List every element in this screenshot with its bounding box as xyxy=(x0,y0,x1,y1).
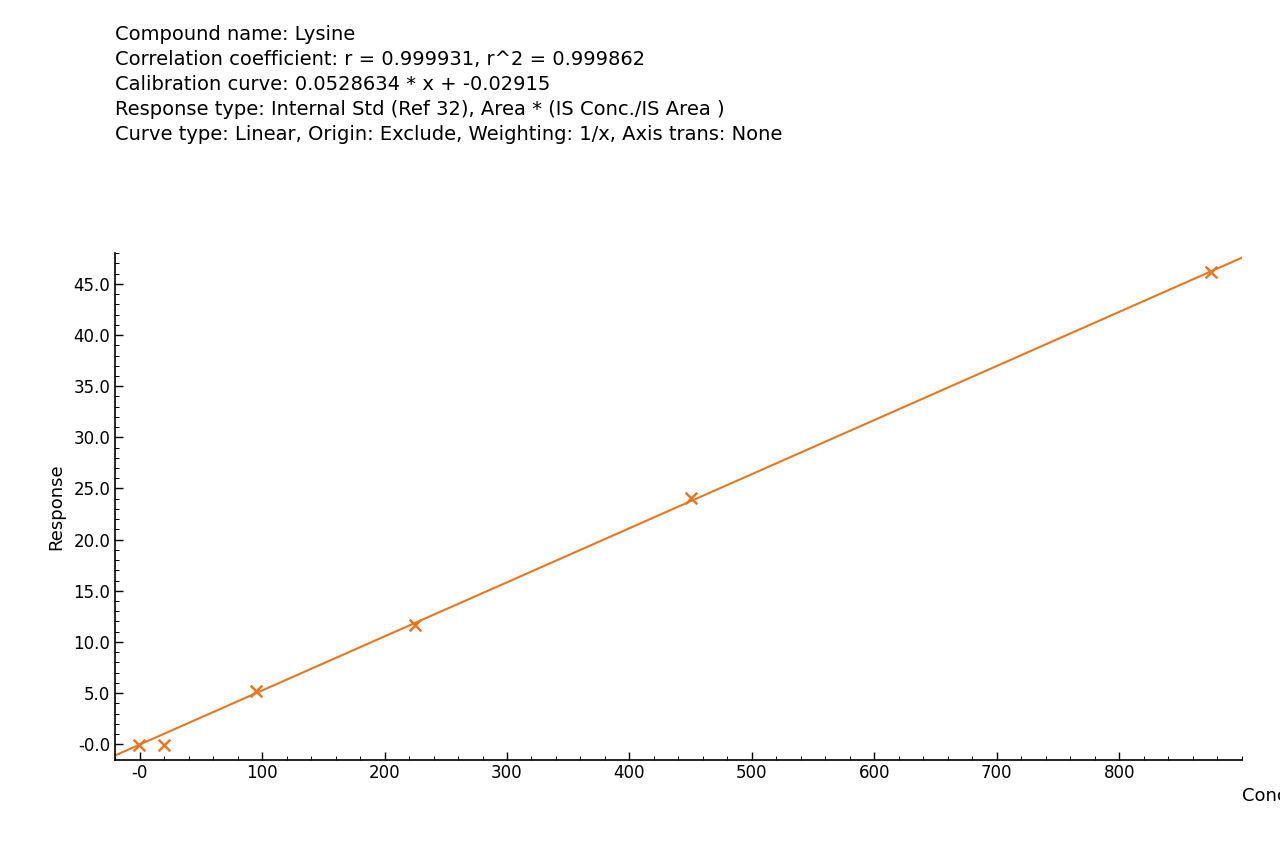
Y-axis label: Response: Response xyxy=(47,463,65,549)
Point xyxy=(246,684,266,698)
Point xyxy=(129,738,150,752)
Text: Conc: Conc xyxy=(1242,787,1280,805)
Point xyxy=(1201,265,1221,279)
Point xyxy=(681,491,701,505)
Point xyxy=(154,738,174,751)
Text: Compound name: Lysine
Correlation coefficient: r = 0.999931, r^2 = 0.999862
Cali: Compound name: Lysine Correlation coeffi… xyxy=(115,25,782,144)
Point xyxy=(404,619,425,632)
